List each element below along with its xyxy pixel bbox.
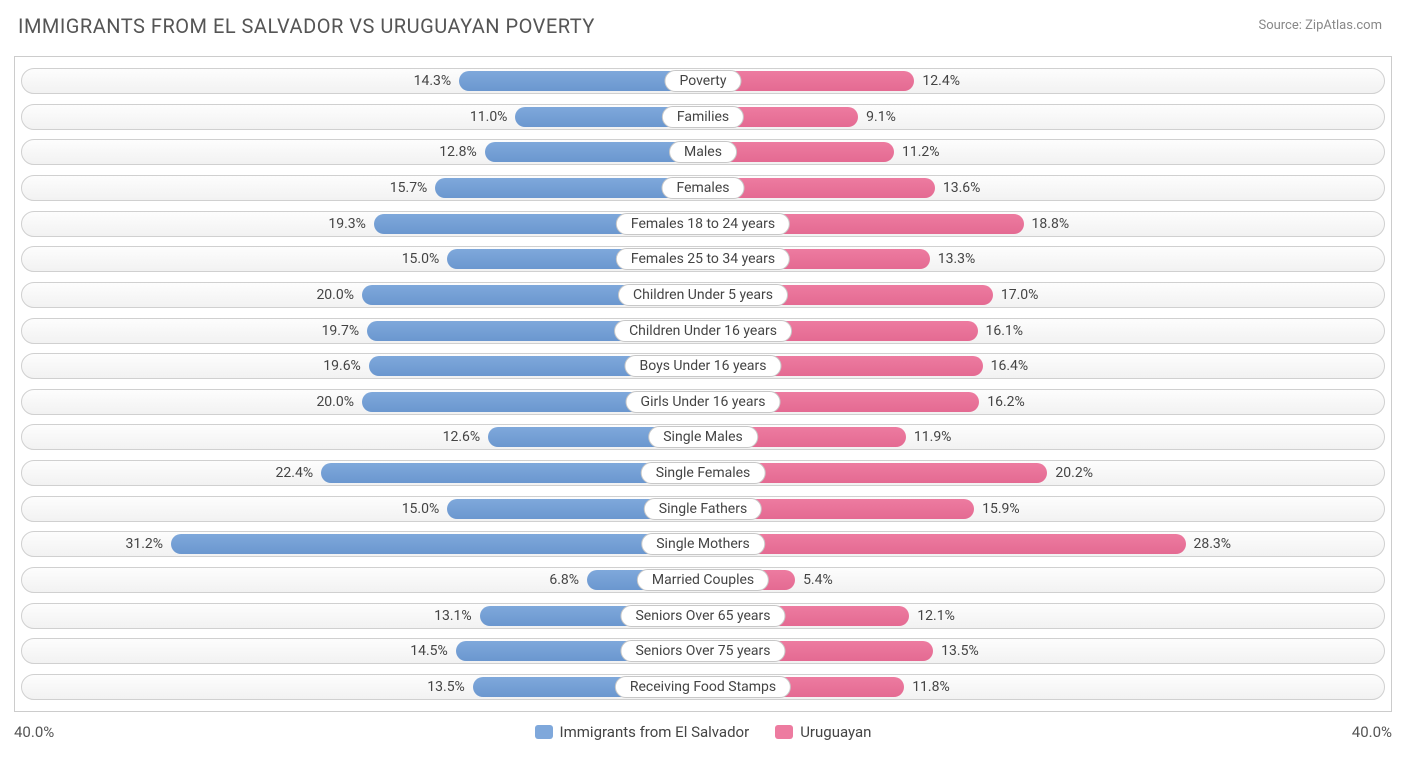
category-label: Single Females (641, 462, 766, 484)
category-label: Receiving Food Stamps (615, 676, 791, 698)
value-label-left: 15.7% (390, 175, 436, 201)
source-name: ZipAtlas.com (1305, 18, 1382, 33)
axis-max-right: 40.0% (1332, 723, 1392, 741)
axis-max-left: 40.0% (14, 723, 74, 741)
value-label-left: 12.6% (443, 424, 489, 450)
chart-row: 13.5% 11.8% Receiving Food Stamps (21, 674, 1385, 700)
category-label: Females 25 to 34 years (616, 248, 790, 270)
value-label-left: 22.4% (276, 460, 322, 486)
category-label: Single Males (648, 426, 758, 448)
value-label-right: 11.9% (906, 424, 952, 450)
value-label-right: 16.4% (983, 353, 1029, 379)
value-label-right: 11.8% (904, 674, 950, 700)
chart-title: IMMIGRANTS FROM EL SALVADOR VS URUGUAYAN… (0, 0, 1406, 44)
chart-row: 11.0% 9.1% Families (21, 104, 1385, 130)
category-label: Boys Under 16 years (624, 355, 781, 377)
legend-item-left: Immigrants from El Salvador (535, 723, 750, 741)
chart-row: 15.7% 13.6% Females (21, 175, 1385, 201)
value-label-right: 5.4% (795, 567, 833, 593)
value-label-left: 15.0% (402, 496, 448, 522)
value-label-left: 19.3% (328, 211, 374, 237)
value-label-right: 16.2% (979, 389, 1025, 415)
bar-right (703, 534, 1186, 554)
category-label: Single Mothers (641, 533, 765, 555)
chart-row: 31.2% 28.3% Single Mothers (21, 531, 1385, 557)
chart-row: 14.5% 13.5% Seniors Over 75 years (21, 638, 1385, 664)
bar-left (171, 534, 703, 554)
value-label-right: 13.3% (930, 246, 976, 272)
category-label: Children Under 16 years (614, 320, 792, 342)
value-label-right: 20.2% (1047, 460, 1093, 486)
value-label-right: 16.1% (978, 318, 1024, 344)
value-label-left: 20.0% (316, 389, 362, 415)
source-prefix: Source: (1258, 18, 1305, 33)
value-label-right: 12.4% (914, 68, 960, 94)
value-label-right: 12.1% (909, 603, 955, 629)
value-label-left: 13.1% (434, 603, 480, 629)
category-label: Females (662, 177, 745, 199)
chart-row: 13.1% 12.1% Seniors Over 65 years (21, 603, 1385, 629)
value-label-right: 18.8% (1024, 211, 1070, 237)
category-label: Seniors Over 65 years (620, 605, 785, 627)
category-label: Married Couples (637, 569, 769, 591)
legend-item-right: Uruguayan (775, 723, 871, 741)
value-label-left: 15.0% (402, 246, 448, 272)
category-label: Families (662, 106, 744, 128)
value-label-left: 20.0% (316, 282, 362, 308)
category-label: Poverty (664, 70, 741, 92)
category-label: Females 18 to 24 years (616, 213, 790, 235)
chart-row: 20.0% 17.0% Children Under 5 years (21, 282, 1385, 308)
value-label-left: 13.5% (427, 674, 473, 700)
value-label-right: 17.0% (993, 282, 1039, 308)
value-label-right: 13.5% (933, 638, 979, 664)
category-label: Males (669, 141, 737, 163)
chart-row: 12.8% 11.2% Males (21, 139, 1385, 165)
value-label-right: 15.9% (974, 496, 1020, 522)
value-label-right: 13.6% (935, 175, 981, 201)
chart-row: 12.6% 11.9% Single Males (21, 424, 1385, 450)
value-label-left: 14.3% (414, 68, 460, 94)
chart-footer: 40.0% Immigrants from El Salvador Urugua… (14, 720, 1392, 744)
value-label-right: 9.1% (858, 104, 896, 130)
legend-swatch-right (775, 725, 793, 739)
category-label: Children Under 5 years (618, 284, 788, 306)
value-label-left: 31.2% (125, 531, 171, 557)
source-attribution: Source: ZipAtlas.com (1258, 18, 1382, 33)
chart-row: 19.7% 16.1% Children Under 16 years (21, 318, 1385, 344)
chart-plot-area: 14.3%12.4%Poverty11.0%9.1%Families12.8%1… (14, 56, 1392, 712)
legend-label-left: Immigrants from El Salvador (560, 723, 750, 741)
value-label-left: 14.5% (410, 638, 456, 664)
value-label-left: 12.8% (439, 139, 485, 165)
category-label: Single Fathers (644, 498, 762, 520)
chart-row: 6.8% 5.4% Married Couples (21, 567, 1385, 593)
legend-label-right: Uruguayan (800, 723, 871, 741)
category-label: Girls Under 16 years (626, 391, 781, 413)
value-label-right: 28.3% (1186, 531, 1232, 557)
chart-row: 19.3% 18.8% Females 18 to 24 years (21, 211, 1385, 237)
value-label-right: 11.2% (894, 139, 940, 165)
category-label: Seniors Over 75 years (620, 640, 785, 662)
value-label-left: 19.7% (322, 318, 368, 344)
chart-row: 14.3% 12.4% Poverty (21, 68, 1385, 94)
chart-rows-container: 14.3%12.4%Poverty11.0%9.1%Families12.8%1… (15, 57, 1391, 711)
chart-row: 15.0% 15.9% Single Fathers (21, 496, 1385, 522)
value-label-left: 6.8% (549, 567, 587, 593)
legend-swatch-left (535, 725, 553, 739)
value-label-left: 11.0% (470, 104, 516, 130)
chart-row: 20.0% 16.2% Girls Under 16 years (21, 389, 1385, 415)
value-label-left: 19.6% (323, 353, 369, 379)
chart-row: 22.4% 20.2% Single Females (21, 460, 1385, 486)
chart-row: 19.6% 16.4% Boys Under 16 years (21, 353, 1385, 379)
legend: Immigrants from El Salvador Uruguayan (74, 723, 1332, 741)
chart-row: 15.0% 13.3% Females 25 to 34 years (21, 246, 1385, 272)
